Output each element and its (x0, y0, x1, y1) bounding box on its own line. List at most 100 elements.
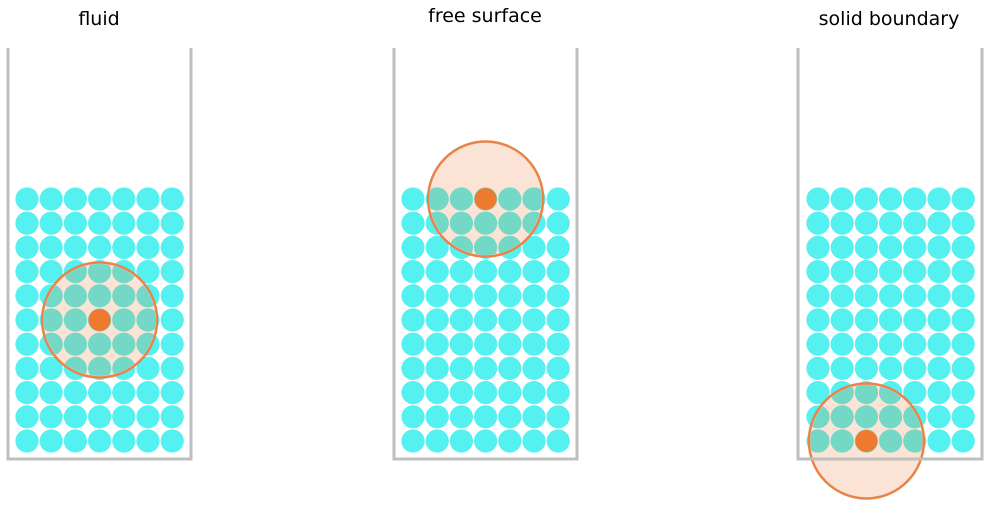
fluid-particle (425, 308, 449, 332)
fluid-particle (546, 260, 570, 284)
fluid-particle (546, 235, 570, 259)
fluid-panel-title: fluid (78, 8, 119, 30)
fluid-particle (474, 260, 498, 284)
free-surface-panel: free surface (392, 5, 579, 461)
fluid-particle (15, 187, 39, 211)
fluid-particle (63, 187, 87, 211)
fluid-particle (449, 308, 473, 332)
fluid-particle (927, 211, 951, 235)
fluid-particle (425, 235, 449, 259)
fluid-particle (449, 405, 473, 429)
neighbor-particle (498, 187, 522, 211)
fluid-particle (806, 187, 830, 211)
neighbor-particle (449, 211, 473, 235)
fluid-particle (879, 187, 903, 211)
fluid-particle (806, 308, 830, 332)
fluid-particle (854, 284, 879, 308)
neighbor-particle (63, 284, 87, 308)
fluid-particle (160, 381, 184, 405)
fluid-particle (15, 429, 39, 453)
fluid-particle (830, 187, 854, 211)
fluid-particle (927, 235, 951, 259)
solid-boundary-panel-title: solid boundary (819, 8, 960, 30)
fluid-particle (522, 405, 546, 429)
fluid-particle (806, 356, 830, 380)
solid-boundary-panel: solid boundary (796, 8, 984, 500)
fluid-particle (160, 356, 184, 380)
fluid-particle (927, 260, 951, 284)
fluid-particle (879, 284, 903, 308)
fluid-particle (39, 235, 63, 259)
fluid-particle (63, 429, 87, 453)
fluid-particle (88, 429, 112, 453)
fluid-particle (498, 260, 522, 284)
fluid-particle (806, 381, 830, 405)
neighbor-particle (903, 429, 923, 453)
fluid-particle (854, 308, 879, 332)
fluid-particle (425, 332, 449, 356)
fluid-particle (522, 260, 546, 284)
fluid-particle (112, 187, 136, 211)
fluid-particle (160, 308, 184, 332)
fluid-particle (546, 187, 570, 211)
fluid-particle (951, 284, 975, 308)
fluid-particle (546, 332, 570, 356)
free-surface-container (392, 48, 579, 461)
fluid-particle (136, 260, 160, 284)
fluid-particle (136, 381, 160, 405)
fluid-particle (88, 187, 112, 211)
fluid-center-particle (88, 309, 111, 331)
fluid-particle (951, 356, 975, 380)
fluid-panel: fluid (6, 8, 193, 461)
fluid-particle (15, 308, 39, 332)
fluid-particle (951, 235, 975, 259)
fluid-particle (903, 211, 927, 235)
neighbor-particle (449, 187, 473, 211)
fluid-particle (903, 356, 927, 380)
fluid-particle (498, 284, 522, 308)
fluid-particle (112, 235, 136, 259)
neighbor-particle (429, 187, 449, 211)
fluid-particle (498, 332, 522, 356)
fluid-particle (879, 356, 903, 380)
neighbor-particle (522, 187, 542, 211)
neighbor-particle (879, 405, 903, 429)
fluid-particle (951, 381, 975, 405)
fluid-particle (160, 429, 184, 453)
neighbor-particle (830, 405, 854, 429)
fluid-particle (546, 405, 570, 429)
fluid-particle (401, 332, 425, 356)
free-surface-center-particle (474, 188, 497, 210)
fluid-particle (546, 381, 570, 405)
neighbor-particle (854, 405, 879, 429)
fluid-particle (854, 332, 879, 356)
fluid-particle (449, 260, 473, 284)
fluid-particle (425, 381, 449, 405)
fluid-particle (854, 356, 879, 380)
fluid-particle (903, 332, 927, 356)
fluid-particle (401, 356, 425, 380)
fluid-particle (854, 211, 879, 235)
fluid-particle (88, 235, 112, 259)
fluid-particle (15, 284, 39, 308)
fluid-particle (522, 308, 546, 332)
fluid-particle (927, 356, 951, 380)
neighbor-particle (854, 385, 879, 405)
fluid-particle (806, 332, 830, 356)
neighbor-particle (830, 429, 854, 453)
fluid-particle (15, 356, 39, 380)
fluid-particle (903, 284, 927, 308)
fluid-container (6, 48, 193, 461)
fluid-particle (160, 260, 184, 284)
fluid-particle (136, 356, 160, 380)
fluid-particle (401, 284, 425, 308)
fluid-particle (425, 405, 449, 429)
fluid-particle (136, 235, 160, 259)
solid-boundary-container (796, 48, 984, 461)
fluid-particle (879, 260, 903, 284)
fluid-particle (522, 332, 546, 356)
fluid-particle (474, 308, 498, 332)
neighbor-particle (88, 332, 112, 356)
fluid-particle (425, 429, 449, 453)
